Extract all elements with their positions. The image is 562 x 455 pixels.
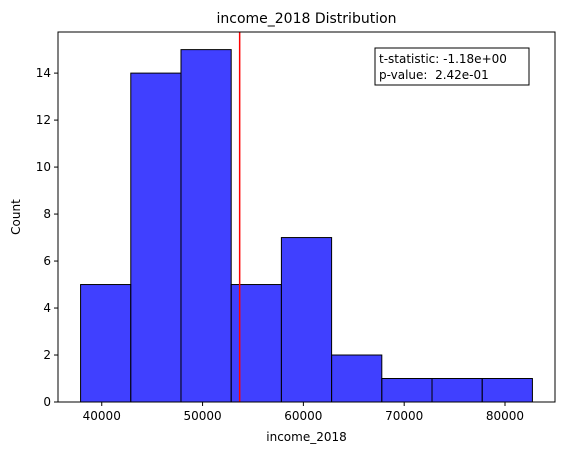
y-tick-label: 2	[43, 348, 51, 362]
y-tick-label: 6	[43, 254, 51, 268]
y-tick-label: 10	[36, 160, 51, 174]
y-axis-label: Count	[9, 199, 23, 235]
histogram-bar	[80, 284, 132, 403]
y-tick-label: 14	[36, 66, 51, 80]
y-tick-label: 12	[36, 113, 51, 127]
stats-annotation-box	[374, 47, 530, 86]
histogram-bar	[431, 378, 483, 403]
stats-annotation: t-statistic: -1.18e+00 p-value: 2.42e-01	[374, 47, 530, 86]
bars-group	[80, 49, 533, 403]
histogram-bar	[381, 378, 433, 403]
x-tick-label: 80000	[486, 409, 524, 423]
x-axis-label: income_2018	[266, 430, 347, 444]
y-tick-label: 8	[43, 207, 51, 221]
plot-frame	[57, 31, 556, 403]
chart-title: income_2018 Distribution	[216, 11, 396, 27]
y-tick-label: 0	[43, 395, 51, 409]
x-tick-label: 40000	[83, 409, 121, 423]
y-tick-label: 4	[43, 301, 51, 315]
x-tick-label: 50000	[183, 409, 221, 423]
x-axis-ticks: 40000 50000 60000 70000 80000	[83, 402, 524, 423]
x-tick-label: 70000	[385, 409, 423, 423]
x-tick-label: 60000	[284, 409, 322, 423]
histogram-bar	[230, 284, 282, 403]
histogram-bar	[280, 237, 333, 403]
p-value-text: p-value: 2.42e-01	[379, 68, 489, 82]
histogram-bar	[331, 354, 383, 403]
histogram-bar	[180, 49, 232, 403]
histogram-bar	[130, 72, 182, 403]
y-axis-ticks: 0 2 4 6 8 10 12 14	[36, 66, 58, 409]
histogram-bar	[481, 378, 533, 403]
t-statistic-text: t-statistic: -1.18e+00	[379, 52, 507, 66]
